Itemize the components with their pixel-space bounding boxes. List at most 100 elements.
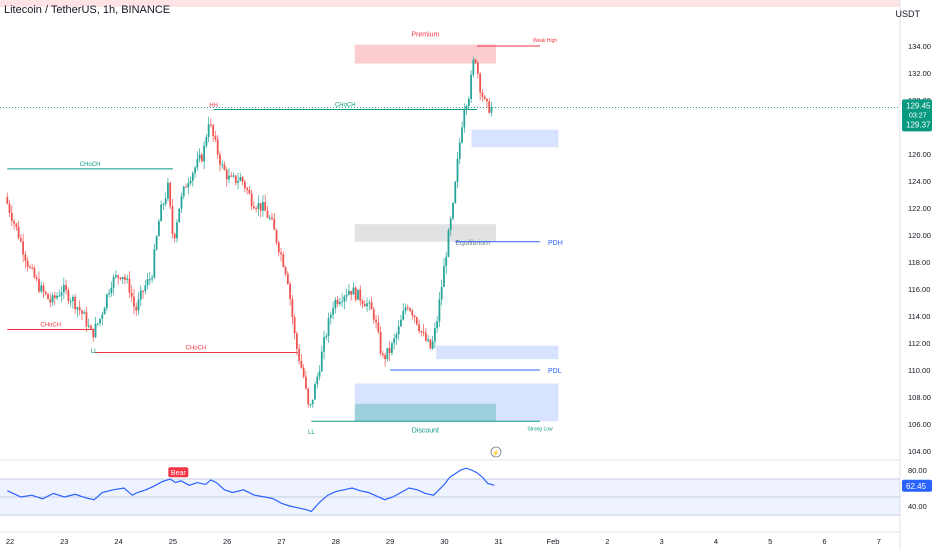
candle-body bbox=[379, 331, 382, 354]
candle-body bbox=[171, 206, 174, 234]
price-tick: 118.00 bbox=[908, 258, 930, 267]
candle-body bbox=[381, 353, 384, 356]
candle-body bbox=[42, 285, 45, 292]
candle-body bbox=[400, 319, 402, 327]
candle-body bbox=[180, 196, 183, 209]
candle-body bbox=[427, 339, 430, 341]
candle-body bbox=[458, 142, 461, 159]
candle-body bbox=[305, 376, 307, 389]
price-tick: 120.00 bbox=[908, 231, 931, 240]
candle-body bbox=[386, 347, 389, 360]
candle-body bbox=[252, 206, 255, 209]
candle-body bbox=[348, 291, 350, 295]
candle-body bbox=[300, 360, 303, 368]
candle-body bbox=[246, 188, 249, 190]
candle-body bbox=[176, 222, 178, 239]
candle-body bbox=[157, 221, 160, 237]
candle-body bbox=[472, 59, 475, 75]
candle-body bbox=[38, 278, 40, 292]
candle-body bbox=[198, 154, 201, 160]
candle-body bbox=[404, 307, 407, 312]
candle-body bbox=[284, 266, 287, 274]
swing-label: HH bbox=[209, 103, 218, 109]
candle-body bbox=[456, 158, 459, 182]
candle-body bbox=[433, 328, 436, 342]
candle-body bbox=[359, 289, 362, 301]
candle-body bbox=[173, 233, 176, 239]
candle-body bbox=[35, 277, 38, 279]
premium-zone bbox=[354, 44, 496, 64]
time-tick: Feb bbox=[547, 537, 560, 546]
time-tick: 27 bbox=[277, 537, 285, 546]
candle-body bbox=[108, 293, 110, 295]
candle-body bbox=[10, 212, 13, 222]
candle-body bbox=[311, 399, 314, 405]
candle-body bbox=[167, 182, 169, 199]
candle-body bbox=[486, 98, 488, 102]
candle-body bbox=[114, 275, 117, 277]
candle-body bbox=[81, 310, 83, 314]
candle-body bbox=[212, 125, 215, 137]
candle-body bbox=[327, 318, 330, 336]
candle-body bbox=[415, 317, 418, 325]
candle-body bbox=[291, 299, 294, 318]
candle-body bbox=[92, 328, 95, 338]
candle-body bbox=[341, 301, 344, 303]
candle-body bbox=[155, 236, 158, 250]
candle-body bbox=[96, 323, 99, 325]
candle-body bbox=[24, 254, 27, 261]
time-tick: 6 bbox=[822, 537, 826, 546]
candle-body bbox=[219, 154, 221, 165]
candle-body bbox=[438, 299, 441, 322]
candle-body bbox=[13, 221, 15, 224]
candle-body bbox=[146, 279, 149, 286]
candle-body bbox=[454, 181, 457, 203]
second-price-value: 129.37 bbox=[906, 120, 931, 129]
candle-body bbox=[264, 201, 267, 211]
candle-body bbox=[248, 189, 251, 194]
candle-body bbox=[8, 203, 11, 213]
candle-body bbox=[189, 180, 192, 184]
price-tag-box bbox=[902, 99, 932, 132]
candle-body bbox=[277, 242, 280, 253]
candle-body bbox=[309, 404, 312, 406]
symbol-title[interactable]: Litecoin / TetherUS, 1h, BINANCE bbox=[4, 4, 171, 16]
candle-body bbox=[243, 181, 246, 189]
candle-body bbox=[307, 388, 310, 405]
candle-body bbox=[402, 311, 405, 320]
price-tick: 116.00 bbox=[908, 285, 930, 294]
candle-body bbox=[343, 296, 346, 302]
candle-body bbox=[250, 193, 253, 207]
candle-body bbox=[94, 323, 97, 338]
candle-body bbox=[126, 278, 129, 280]
candle-body bbox=[440, 286, 443, 300]
lightning-icon bbox=[490, 446, 502, 458]
candle-body bbox=[295, 333, 298, 350]
candle-body bbox=[447, 230, 450, 257]
order-block bbox=[436, 345, 559, 360]
candle-body bbox=[49, 299, 52, 303]
time-tick: 5 bbox=[768, 537, 772, 546]
premium-label: Premium bbox=[411, 32, 439, 39]
candle-body bbox=[357, 289, 359, 300]
candle-body bbox=[133, 296, 135, 307]
candle-body bbox=[101, 314, 104, 319]
candle-body bbox=[255, 208, 258, 210]
candle-body bbox=[51, 295, 54, 303]
time-tick: 31 bbox=[495, 537, 503, 546]
candle-body bbox=[47, 293, 49, 300]
time-tick: 22 bbox=[6, 537, 14, 546]
candle-body bbox=[228, 175, 230, 180]
candle-body bbox=[445, 256, 448, 267]
order-block bbox=[354, 383, 559, 422]
candle-body bbox=[237, 180, 239, 183]
time-tick: 29 bbox=[386, 537, 394, 546]
discount-zone bbox=[354, 403, 496, 422]
rsi-tick: 80.00 bbox=[908, 466, 927, 475]
time-tick: 3 bbox=[660, 537, 664, 546]
bear-label: Bear bbox=[171, 470, 186, 477]
candle-body bbox=[345, 294, 348, 297]
candle-body bbox=[282, 254, 285, 267]
